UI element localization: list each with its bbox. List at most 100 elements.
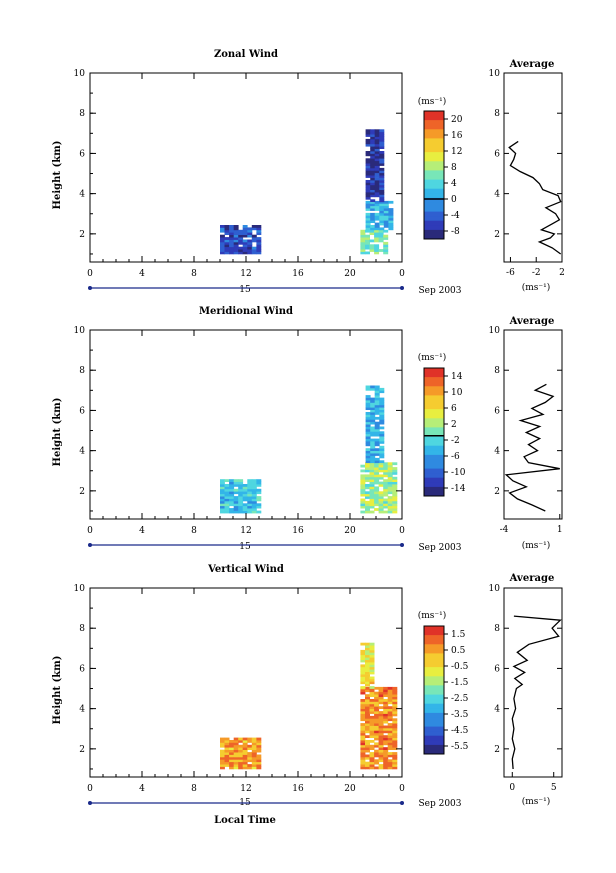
meridional-cell	[238, 508, 244, 511]
vertical-cell	[360, 732, 366, 736]
vertical-cell	[365, 678, 370, 682]
meridional-cell	[379, 441, 385, 444]
zonal-colorbar-swatch	[424, 193, 444, 199]
meridional-cell	[370, 455, 376, 459]
zonal-cell	[247, 232, 253, 235]
meridional-cell	[369, 488, 375, 492]
vertical-cell	[387, 727, 393, 731]
meridional-cell	[378, 474, 384, 478]
meridional-colorbar-swatch	[424, 486, 444, 492]
vertical-cell	[360, 756, 366, 760]
zonal-x-tick-label: 0	[87, 269, 93, 279]
zonal-cell	[369, 229, 375, 233]
meridional-cell	[251, 508, 257, 511]
vertical-cell	[374, 703, 380, 707]
zonal-cell	[229, 241, 235, 245]
vertical-day-bar-end	[400, 801, 404, 805]
meridional-cell	[392, 484, 398, 487]
vertical-cell	[224, 740, 230, 743]
vertical-cell	[360, 689, 366, 693]
vertical-cell	[369, 761, 375, 765]
vertical-cell	[238, 759, 244, 763]
meridional-cell	[365, 496, 370, 499]
vertical-colorbar-swatch	[424, 644, 444, 650]
zonal-cell	[374, 134, 380, 137]
zonal-cell	[370, 205, 376, 209]
meridional-cell	[392, 500, 398, 504]
meridional-cell	[365, 448, 371, 451]
vertical-cell	[369, 652, 375, 656]
zonal-cell	[360, 241, 366, 245]
vertical-cell	[378, 752, 384, 755]
vertical-cell	[365, 725, 370, 729]
vertical-cell	[378, 747, 384, 750]
zonal-cell	[378, 239, 384, 243]
vertical-cell	[369, 708, 375, 712]
vertical-cell	[392, 696, 398, 700]
vertical-colorbar-swatch	[424, 726, 444, 732]
meridional-cell	[251, 498, 257, 502]
meridional-cell	[383, 474, 389, 478]
vertical-cell	[392, 732, 398, 736]
vertical-cell	[378, 725, 384, 729]
zonal-colorbar-swatch	[424, 165, 444, 171]
zonal-title: Zonal Wind	[214, 49, 278, 60]
vertical-cell	[374, 727, 380, 731]
zonal-average-y-tick-label: 6	[494, 149, 500, 159]
vertical-colorbar-swatch	[424, 680, 444, 686]
vertical-cell	[365, 718, 370, 722]
meridional-average-profile-line	[504, 383, 560, 512]
meridional-cell	[374, 402, 380, 406]
meridional-cell	[360, 491, 366, 495]
vertical-cell	[392, 747, 398, 750]
zonal-cell	[238, 239, 244, 243]
vertical-cell	[242, 764, 248, 767]
zonal-cell	[247, 241, 253, 245]
meridional-cell	[383, 503, 389, 507]
zonal-cell	[242, 234, 248, 238]
vertical-cell	[387, 723, 393, 726]
vertical-cell	[233, 759, 239, 763]
meridional-average-y-tick-label: 6	[494, 406, 500, 416]
vertical-cell	[365, 764, 370, 767]
zonal-cell	[383, 212, 389, 216]
zonal-cell	[374, 129, 380, 133]
meridional-cell	[365, 385, 371, 389]
vertical-cell	[229, 756, 235, 760]
meridional-cell	[378, 500, 384, 504]
vertical-cell	[233, 744, 239, 748]
vertical-colorbar-label: 0.5	[451, 646, 466, 656]
vertical-cell	[392, 699, 398, 702]
zonal-cell	[370, 160, 376, 164]
meridional-cell	[374, 385, 380, 389]
meridional-cell	[251, 510, 257, 514]
meridional-cell	[383, 488, 389, 492]
zonal-cell	[238, 249, 244, 252]
vertical-cell	[365, 708, 370, 712]
vertical-cell	[220, 742, 225, 746]
zonal-cell	[383, 241, 389, 245]
vertical-colorbar-swatch	[424, 712, 444, 718]
meridional-cell	[379, 460, 385, 464]
zonal-cell	[374, 244, 380, 248]
meridional-cell	[365, 457, 371, 461]
zonal-cell	[379, 208, 385, 211]
zonal-cell	[233, 237, 239, 240]
zonal-cell	[251, 249, 257, 252]
meridional-cell	[383, 464, 389, 468]
vertical-cell	[360, 691, 366, 695]
vertical-cell	[392, 694, 398, 697]
vertical-cell	[365, 659, 370, 663]
meridional-cell	[387, 488, 393, 492]
zonal-cell	[370, 151, 376, 154]
meridional-cell	[392, 472, 398, 475]
vertical-cell	[229, 749, 235, 753]
meridional-colorbar-swatch	[424, 409, 444, 415]
meridional-cell	[370, 387, 376, 391]
meridional-cell	[374, 412, 380, 415]
zonal-cell	[365, 143, 371, 147]
vertical-average-profile-line	[511, 615, 562, 770]
vertical-colorbar-swatch	[424, 694, 444, 700]
meridional-cell	[229, 491, 235, 495]
zonal-cell	[220, 251, 225, 255]
